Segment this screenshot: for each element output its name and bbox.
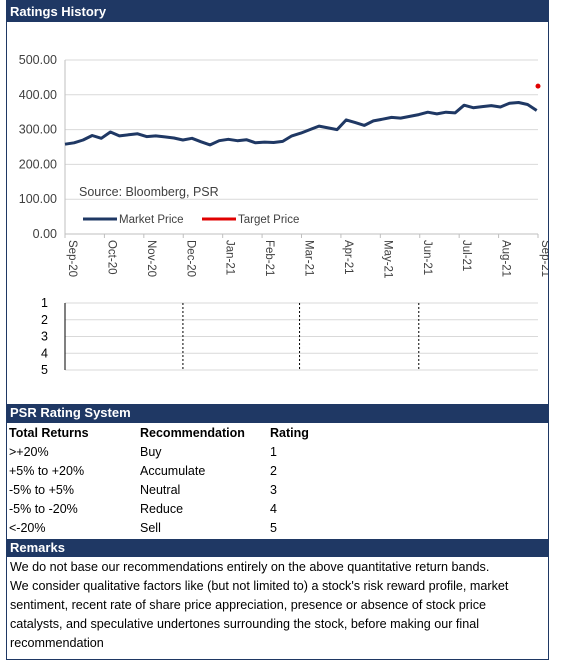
total-returns-cell: -5% to +5% [9, 483, 74, 497]
rating-tick-label: 1 [41, 296, 48, 310]
rating-chart: 1 2 3 4 5 [41, 296, 538, 377]
rating-cell: 1 [270, 445, 277, 459]
rating-tick-label: 4 [41, 346, 48, 360]
x-tick-label: Mar-21 [303, 240, 315, 276]
rating-cell: 2 [270, 464, 277, 478]
y-tick-label: 200.00 [19, 157, 57, 171]
recommendation-cell: Accumulate [140, 464, 206, 478]
ratings-report: Ratings History 0.00 100.00 200.00 300.00 40… [6, 0, 549, 660]
chart-source-annotation: Source: Bloomberg, PSR [79, 185, 219, 199]
x-tick-label: Feb-21 [263, 240, 275, 276]
remarks-line: We do not base our recommendations entir… [10, 560, 490, 574]
total-returns-cell: -5% to -20% [9, 502, 78, 516]
remarks-title: Remarks [7, 539, 548, 557]
chart-legend: Market Price Target Price [83, 214, 299, 226]
market-price-line [64, 101, 538, 147]
legend-market-price-label: Market Price [119, 214, 184, 226]
y-tick-label: 0.00 [33, 227, 57, 241]
remarks-line: recommendation [10, 636, 104, 650]
y-tick-label: 400.00 [19, 88, 57, 102]
recommendation-cell: Neutral [140, 483, 181, 497]
y-tick-label: 300.00 [19, 123, 57, 137]
target-price-point [535, 83, 541, 89]
table-row: <-20% Sell 5 [9, 519, 409, 538]
recommendation-cell: Buy [140, 445, 162, 459]
rating-cell: 3 [270, 483, 277, 497]
total-returns-cell: <-20% [9, 521, 46, 535]
x-tick-label: Oct-20 [105, 240, 117, 275]
x-tick-label: Jun-21 [421, 240, 433, 275]
y-tick-label: 100.00 [19, 192, 57, 206]
rating-cell: 5 [270, 521, 277, 535]
total-returns-cell: +5% to +20% [9, 464, 85, 478]
header-recommendation: Recommendation [140, 426, 245, 440]
rating-system-title: PSR Rating System [7, 404, 548, 423]
table-row: -5% to -20% Reduce 4 [9, 500, 409, 519]
remarks-text: We do not base our recommendations entir… [10, 558, 546, 653]
x-tick-label: Jul-21 [460, 240, 472, 271]
rating-tick-label: 3 [41, 330, 48, 344]
header-total-returns: Total Returns [9, 426, 89, 440]
table-row: -5% to +5% Neutral 3 [9, 481, 409, 500]
x-tick-label: Apr-21 [342, 240, 354, 275]
x-tick-label: Nov-20 [145, 240, 157, 277]
rating-tick-label: 2 [41, 313, 48, 327]
remarks-line: We consider qualitative factors like (bu… [10, 579, 509, 593]
x-tick-label: Aug-21 [500, 240, 512, 277]
ratings-history-title: Ratings History [7, 1, 548, 22]
y-tick-label: 500.00 [19, 53, 57, 67]
total-returns-cell: >+20% [9, 445, 49, 459]
legend-target-price-label: Target Price [238, 214, 299, 226]
recommendation-cell: Sell [140, 521, 161, 535]
remarks-line: catalysts, and speculative undertones su… [10, 617, 480, 631]
recommendation-cell: Reduce [140, 502, 184, 516]
rating-tick-label: 5 [41, 363, 48, 377]
price-chart: 0.00 100.00 200.00 300.00 400.00 500.00 Sep-2… [19, 53, 548, 278]
x-tick-label: Sep-20 [66, 240, 78, 277]
remarks-line: sentiment, recent rate of share price ap… [10, 598, 487, 612]
rating-table-header: Total Returns Recommendation Rating [9, 424, 409, 443]
x-tick-label: Sep-21 [539, 240, 548, 277]
table-row: +5% to +20% Accumulate 2 [9, 462, 409, 481]
header-rating: Rating [270, 426, 309, 440]
x-tick-label: May-21 [381, 240, 393, 278]
rating-cell: 4 [270, 502, 277, 516]
table-row: >+20% Buy 1 [9, 443, 409, 462]
x-tick-label: Jan-21 [224, 240, 236, 275]
x-tick-label: Dec-20 [184, 240, 196, 277]
